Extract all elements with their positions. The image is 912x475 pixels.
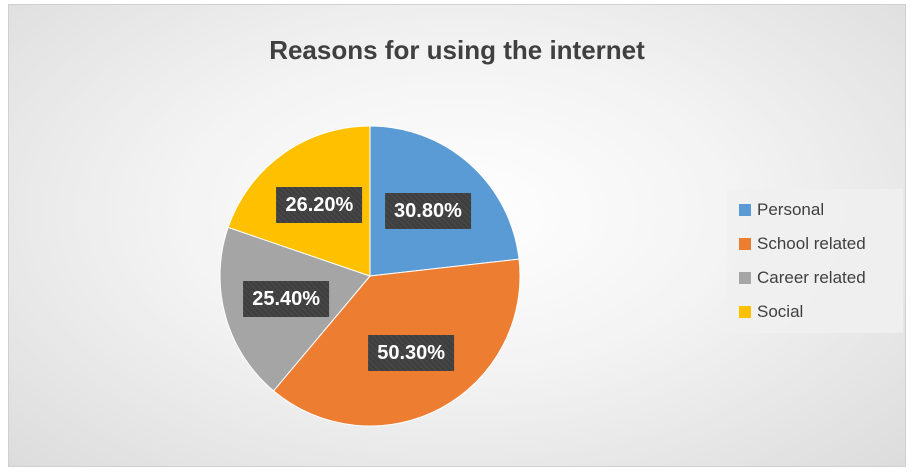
legend-item: School related (739, 227, 903, 261)
legend: Personal School related Career related Soci… (727, 189, 903, 333)
data-label-career-related: 25.40% (243, 281, 329, 317)
legend-item: Social (739, 295, 903, 329)
data-label-school-related: 50.30% (368, 335, 454, 371)
legend-swatch (739, 238, 751, 250)
data-label-personal: 30.80% (385, 193, 471, 229)
legend-item: Career related (739, 261, 903, 295)
legend-swatch (739, 204, 751, 216)
legend-label: School related (757, 234, 866, 254)
legend-swatch (739, 272, 751, 284)
legend-label: Career related (757, 268, 866, 288)
chart-area: Reasons for using the internet 30.80% 50.… (8, 4, 906, 467)
legend-swatch (739, 306, 751, 318)
data-label-social: 26.20% (277, 187, 363, 223)
legend-item: Personal (739, 193, 903, 227)
legend-label: Social (757, 302, 803, 322)
legend-label: Personal (757, 200, 824, 220)
